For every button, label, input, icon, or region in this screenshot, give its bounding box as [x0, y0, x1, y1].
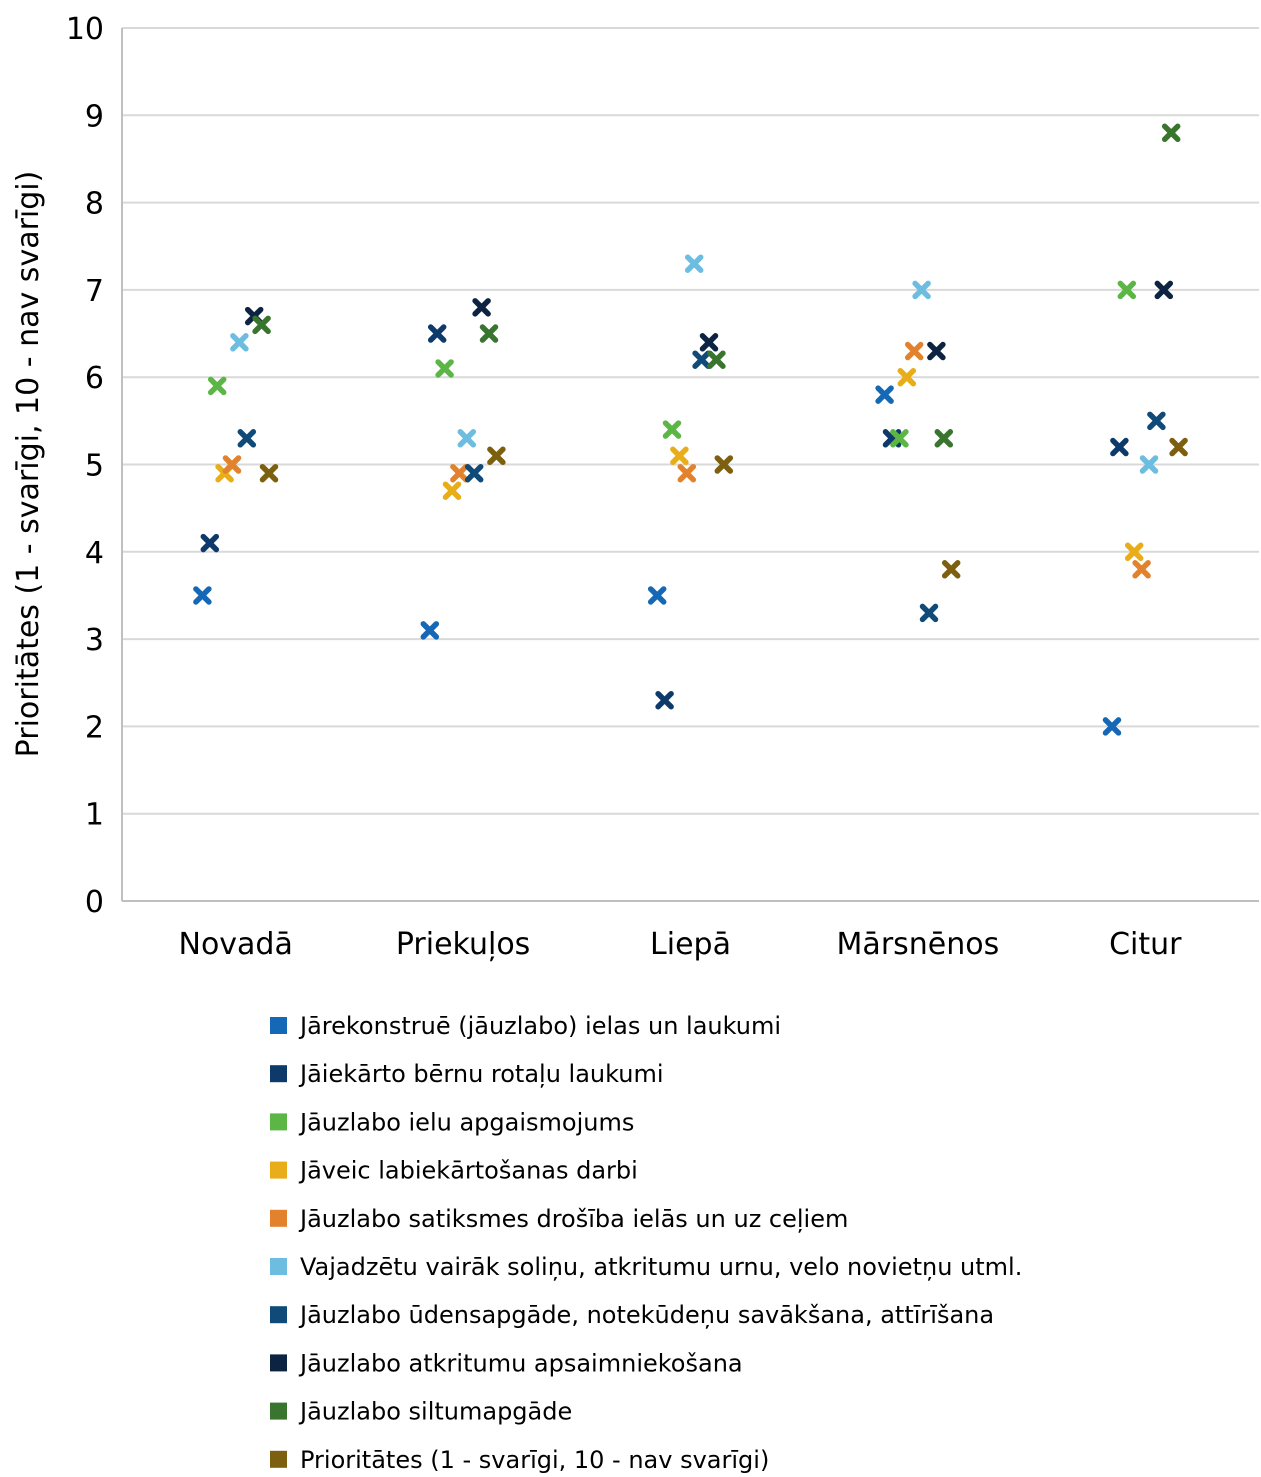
y-tick-label: 6 — [85, 361, 104, 396]
legend-swatch — [270, 1306, 287, 1324]
data-point-marker — [479, 324, 499, 343]
legend-label: Vajadzētu vairāk soliņu, atkritumu urnu,… — [300, 1253, 1022, 1281]
legend-label: Jāuzlabo ielu apgaismojums — [298, 1108, 634, 1136]
data-point-marker — [472, 298, 491, 317]
legend-label: Jāiekārto bērnu rotaļu laukumi — [298, 1060, 664, 1088]
x-category-label: Novadā — [179, 927, 293, 962]
data-point-marker — [450, 463, 469, 483]
legend-swatch — [270, 1161, 287, 1179]
legend-label: Jāuzlabo siltumapgāde — [298, 1398, 572, 1426]
y-tick-label: 4 — [85, 536, 104, 571]
x-category-label: Priekuļos — [396, 927, 530, 962]
data-point-marker — [670, 446, 689, 466]
data-point-marker — [207, 376, 227, 396]
legend-label: Jārekonstruē (jāuzlabo) ielas un laukumi — [298, 1012, 781, 1040]
legend-swatch — [270, 1209, 287, 1227]
data-point-marker — [714, 455, 734, 474]
data-point-marker — [427, 324, 447, 343]
data-point-marker — [230, 333, 249, 352]
y-tick-label: 7 — [85, 274, 104, 309]
data-point-marker — [655, 690, 674, 710]
y-tick-label: 3 — [85, 623, 104, 658]
data-point-marker — [1169, 437, 1188, 457]
legend-label: Prioritātes (1 - svarīgi, 10 - nav svarī… — [300, 1446, 769, 1473]
x-category-label: Citur — [1109, 927, 1182, 962]
y-tick-labels: 0 1 2 3 4 5 6 7 8 9 10 — [66, 12, 104, 920]
data-point-marker — [919, 603, 939, 623]
data-point-marker — [193, 586, 212, 605]
data-point-marker — [941, 560, 961, 579]
data-point-marker — [1124, 542, 1144, 562]
y-tick-label: 9 — [85, 99, 104, 134]
data-point-marker — [259, 463, 279, 483]
y-tick-label: 0 — [85, 885, 104, 920]
data-point-marker — [1147, 411, 1166, 431]
legend-swatch — [270, 1402, 287, 1420]
gridlines — [122, 27, 1259, 815]
data-point-marker — [684, 254, 704, 273]
data-point-marker — [252, 315, 271, 335]
axes — [121, 28, 1259, 902]
legend-swatch — [270, 1065, 287, 1083]
y-axis-label: Prioritātes (1 - svarīgi, 10 - nav svarī… — [11, 171, 46, 758]
data-markers — [193, 123, 1188, 736]
data-point-marker — [435, 359, 454, 378]
data-point-marker — [464, 463, 484, 483]
data-point-marker — [934, 429, 954, 448]
data-point-marker — [1117, 280, 1137, 300]
legend-label: Jāuzlabo satiksmes drošība ielās un uz c… — [298, 1205, 848, 1233]
x-category-label: Liepā — [650, 927, 731, 962]
y-tick-label: 1 — [85, 798, 104, 833]
legend-swatch — [270, 1017, 287, 1034]
data-point-marker — [890, 429, 909, 448]
y-tick-label: 2 — [85, 710, 104, 745]
data-point-marker — [1110, 437, 1129, 457]
data-point-marker — [420, 621, 440, 640]
data-point-marker — [677, 463, 697, 483]
data-point-marker — [222, 455, 242, 474]
data-point-marker — [699, 333, 719, 352]
data-point-marker — [1132, 560, 1151, 579]
data-point-marker — [200, 533, 220, 553]
data-point-marker — [1154, 280, 1174, 300]
legend: Jārekonstruē (jāuzlabo) ielas un laukumi… — [270, 1012, 1022, 1474]
data-point-marker — [1139, 455, 1159, 474]
data-point-marker — [707, 350, 726, 369]
x-category-labels: Novadā Priekuļos Liepā Mārsnēnos Citur — [179, 927, 1183, 962]
data-point-marker — [237, 429, 257, 448]
data-point-marker — [1161, 123, 1181, 143]
legend-label: Jāuzlabo ūdensapgāde, notekūdeņu savākša… — [298, 1301, 994, 1329]
y-tick-label: 10 — [66, 12, 104, 47]
legend-swatch — [270, 1354, 287, 1372]
y-tick-label: 5 — [85, 449, 104, 484]
data-point-marker — [457, 429, 477, 448]
data-point-marker — [692, 350, 711, 369]
data-point-marker — [442, 481, 462, 500]
data-point-marker — [897, 367, 917, 387]
data-point-marker — [912, 280, 931, 300]
legend-label: Jāveic labiekārtošanas darbi — [298, 1157, 638, 1185]
data-point-marker — [487, 446, 506, 466]
legend-label: Jāuzlabo atkritumu apsaimniekošana — [298, 1349, 743, 1377]
x-category-label: Mārsnēnos — [837, 927, 1000, 962]
data-point-marker — [875, 385, 894, 404]
legend-swatch — [270, 1450, 287, 1468]
legend-swatch — [270, 1113, 287, 1131]
y-tick-label: 8 — [85, 187, 104, 222]
data-point-marker — [1102, 717, 1122, 736]
data-point-marker — [904, 341, 924, 361]
data-point-marker — [927, 341, 946, 361]
data-point-marker — [647, 586, 667, 605]
data-point-marker — [662, 420, 682, 439]
legend-swatch — [270, 1258, 287, 1275]
